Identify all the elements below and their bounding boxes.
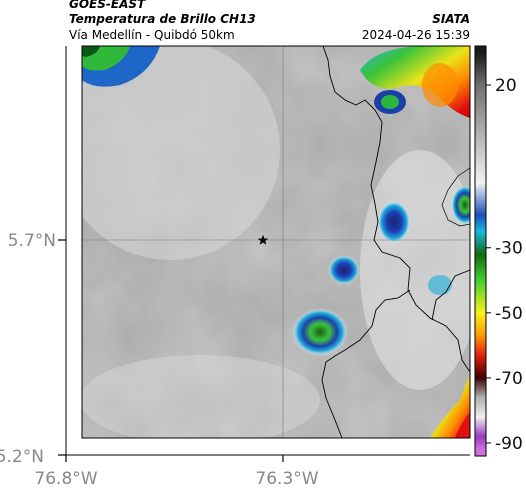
map-frame bbox=[81, 45, 471, 439]
colorbar-tick-label: 20 bbox=[495, 76, 517, 96]
colorbar-tick-label: -50 bbox=[495, 304, 523, 324]
timestamp-label: 2024-04-26 15:39 bbox=[361, 28, 470, 42]
colorbar-tick-label: -70 bbox=[495, 369, 523, 389]
lon-tick-label: 76.8°W bbox=[34, 469, 97, 489]
lon-tick-label: 76.3°W bbox=[255, 469, 318, 489]
department-border bbox=[322, 46, 470, 373]
colorbar-tick-label: -30 bbox=[495, 239, 523, 259]
route-subtitle: Vía Medellín - Quibdó 50km bbox=[69, 28, 235, 42]
location-star-icon bbox=[257, 234, 269, 245]
product-title: Temperatura de Brillo CH13 bbox=[69, 12, 256, 26]
colorbar-bar bbox=[474, 45, 487, 457]
satellite-image bbox=[82, 46, 470, 438]
satellite-title: GOES-EAST bbox=[69, 0, 146, 11]
colorbar: 20 -30 -50 -70 -90 bbox=[474, 45, 523, 457]
lat-tick-label: 5.2°N bbox=[0, 447, 44, 467]
lat-tick-label: 5.7°N bbox=[8, 231, 56, 251]
colorbar-tick-label: -90 bbox=[495, 434, 523, 454]
source-label: SIATA bbox=[432, 12, 470, 26]
colorbar-ticks: 20 -30 -50 -70 -90 bbox=[486, 76, 523, 454]
